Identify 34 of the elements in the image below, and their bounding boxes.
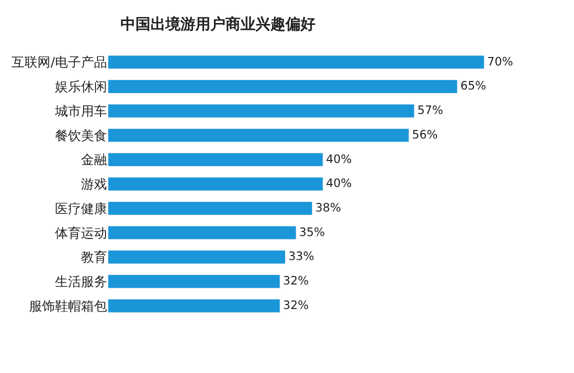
- y-tick-label: 城市用车: [54, 104, 107, 120]
- y-tick-label: 体育运动: [55, 225, 107, 242]
- data-label: 40%: [326, 152, 352, 166]
- data-label: 38%: [315, 200, 342, 214]
- y-tick-label: 医疗健康: [55, 202, 107, 217]
- y-tick-label: 教育: [81, 250, 107, 266]
- data-label: 33%: [288, 249, 314, 264]
- data-label: 65%: [460, 78, 486, 93]
- data-label: 70%: [487, 54, 514, 68]
- y-tick-label: 生活服务: [55, 275, 107, 290]
- bar: [108, 80, 458, 94]
- y-tick-label: 娱乐休闲: [55, 80, 107, 96]
- data-label: 57%: [417, 103, 444, 118]
- y-tick-label: 金融: [81, 153, 107, 168]
- data-label: 32%: [282, 298, 309, 312]
- y-tick-label: 游戏: [81, 178, 107, 193]
- data-label: 35%: [299, 224, 325, 239]
- y-tick-label: 服饰鞋帽箱包: [29, 299, 107, 314]
- y-tick-label: 互联网/电子产品: [12, 56, 107, 71]
- y-tick-label: 餐饮美食: [55, 128, 107, 144]
- bar: [108, 104, 415, 118]
- bar: [108, 226, 296, 240]
- data-label: 40%: [326, 176, 352, 190]
- data-label: 32%: [282, 274, 309, 288]
- chart-title: 中国出境游用户商业兴趣偏好: [120, 15, 316, 34]
- bar: [108, 152, 324, 167]
- data-label: 56%: [412, 127, 438, 142]
- bar: [108, 55, 484, 70]
- bar: [108, 177, 324, 191]
- bar: [108, 298, 280, 313]
- bar: [108, 201, 312, 216]
- bar: [108, 128, 410, 142]
- bar: [108, 250, 286, 264]
- bar: [108, 274, 280, 288]
